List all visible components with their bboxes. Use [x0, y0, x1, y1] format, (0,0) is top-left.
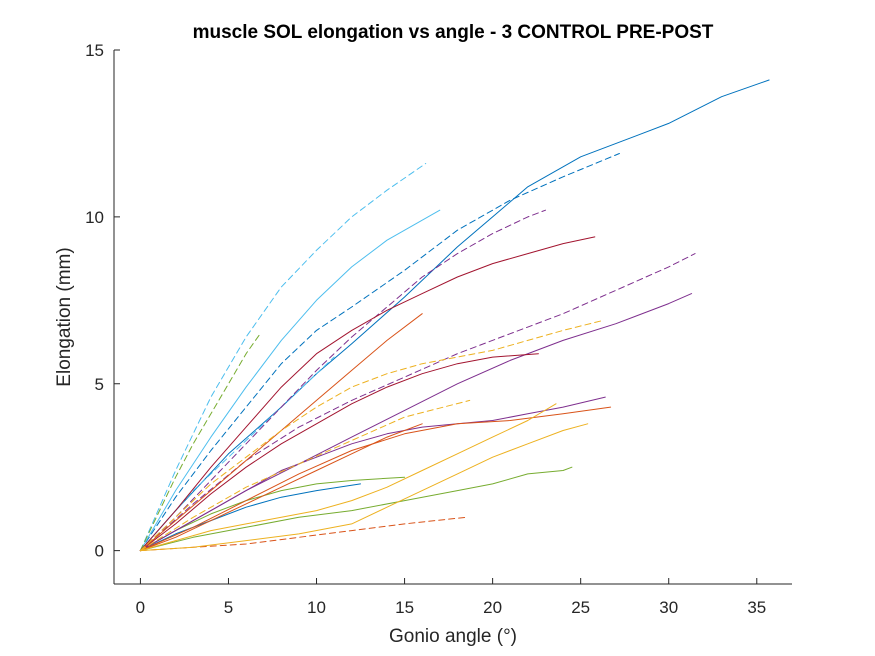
x-tick-label: 20 [483, 598, 502, 617]
x-tick-label: 25 [571, 598, 590, 617]
series-line-21 [139, 399, 471, 552]
series-line-6 [139, 356, 335, 552]
series-line-20 [139, 319, 605, 552]
series-line-11 [139, 253, 696, 552]
x-axis-label: Gonio angle (°) [389, 626, 517, 647]
series-line-19 [139, 313, 423, 552]
x-tick-label: 0 [136, 598, 145, 617]
series-line-13 [139, 396, 606, 552]
series-line-5 [139, 209, 441, 552]
plot-lines [139, 79, 770, 552]
y-tick-label: 15 [85, 41, 104, 60]
series-line-23 [139, 403, 557, 552]
series-line-14 [139, 236, 596, 552]
series-line-2 [139, 153, 620, 552]
series-line-3 [139, 483, 361, 552]
series-line-4 [139, 163, 427, 552]
x-tick-label: 10 [307, 598, 326, 617]
series-line-22 [139, 423, 589, 552]
y-axis-label: Elongation (mm) [54, 247, 75, 386]
chart-title: muscle SOL elongation vs angle - 3 CONTR… [193, 22, 714, 43]
y-tick-label: 5 [95, 375, 104, 394]
y-tick-label: 10 [85, 208, 104, 227]
x-tick-label: 15 [395, 598, 414, 617]
x-ticks: 0 5 10 15 20 25 30 35 [136, 578, 766, 617]
series-line-1 [139, 79, 770, 552]
x-tick-label: 5 [224, 598, 233, 617]
x-tick-label: 35 [747, 598, 766, 617]
y-tick-label: 0 [95, 542, 104, 561]
series-line-17 [139, 406, 612, 552]
x-tick-label: 30 [659, 598, 678, 617]
series-line-18 [139, 423, 423, 552]
series-line-8 [139, 466, 573, 552]
series-line-10 [139, 209, 546, 552]
series-line-15 [139, 353, 539, 552]
y-ticks: 0 5 10 15 [85, 41, 120, 561]
